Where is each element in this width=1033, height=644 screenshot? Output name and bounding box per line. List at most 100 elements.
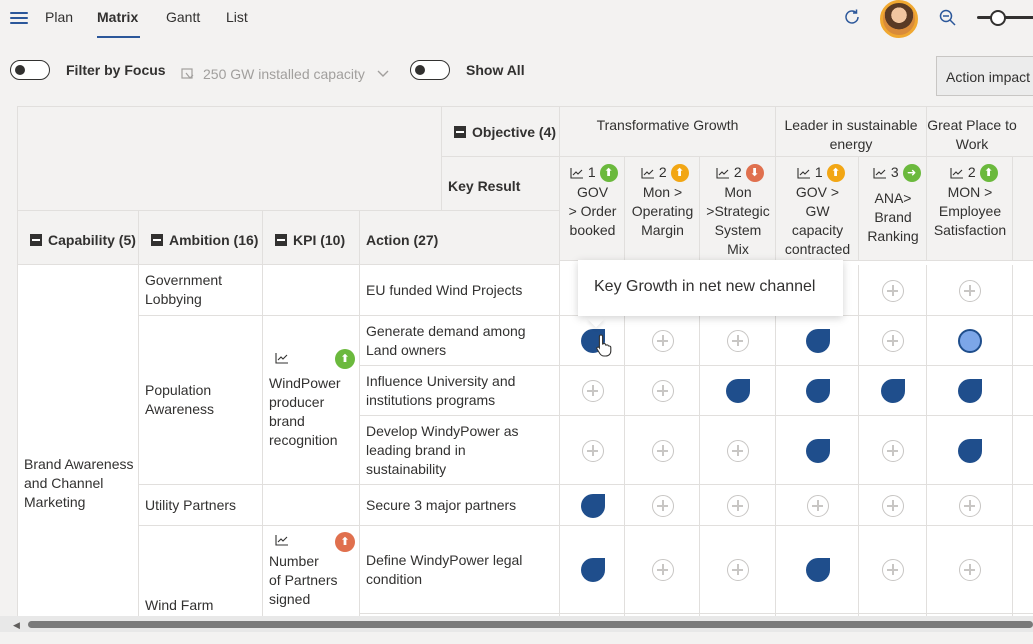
objective-header[interactable]: Objective (4): [442, 107, 560, 157]
matrix-cell[interactable]: [625, 485, 700, 526]
impact-marker-icon[interactable]: [806, 379, 830, 403]
matrix-cell[interactable]: [625, 316, 700, 366]
matrix-cell[interactable]: [1013, 366, 1033, 416]
add-link-icon[interactable]: [727, 440, 749, 462]
kpi-header[interactable]: KPI (10): [263, 211, 360, 265]
matrix-cell[interactable]: [776, 366, 859, 416]
matrix-cell[interactable]: [776, 416, 859, 485]
focus-select[interactable]: 250 GW installed capacity: [181, 66, 389, 82]
matrix-cell[interactable]: [560, 366, 625, 416]
add-link-icon[interactable]: [652, 380, 674, 402]
impact-marker-icon[interactable]: [806, 558, 830, 582]
horizontal-scrollbar[interactable]: ◀: [0, 616, 1033, 632]
add-link-icon[interactable]: [959, 280, 981, 302]
zoom-slider-thumb[interactable]: [990, 10, 1006, 26]
matrix-cell[interactable]: [700, 316, 776, 366]
ambition-cell[interactable]: Population Awareness: [139, 316, 263, 485]
matrix-cell[interactable]: [625, 614, 700, 616]
matrix-cell[interactable]: [776, 485, 859, 526]
capability-header[interactable]: Capability (5): [18, 211, 139, 265]
kpi-cell[interactable]: ⬆ WindPower producer brand recognition: [263, 316, 360, 485]
matrix-cell[interactable]: [1013, 265, 1033, 316]
add-link-icon[interactable]: [882, 440, 904, 462]
matrix-cell[interactable]: [859, 316, 927, 366]
capability-cell[interactable]: Brand Awareness and Channel Marketing: [18, 265, 139, 616]
matrix-cell[interactable]: [927, 526, 1013, 614]
tab-gantt[interactable]: Gantt: [166, 9, 201, 25]
action-cell[interactable]: Define WindyPower legal condition: [360, 526, 560, 614]
partial-impact-marker-icon[interactable]: [958, 329, 982, 353]
matrix-cell[interactable]: [859, 366, 927, 416]
matrix-cell[interactable]: [1013, 526, 1033, 614]
add-link-icon[interactable]: [882, 330, 904, 352]
ambition-cell[interactable]: Utility Partners: [139, 485, 263, 526]
refresh-icon[interactable]: [842, 7, 862, 27]
matrix-cell[interactable]: [560, 526, 625, 614]
action-cell[interactable]: Generate demand among Land owners: [360, 316, 560, 366]
key-result-column[interactable]: 3 ➜ ANA> Brand Ranking: [859, 157, 927, 261]
matrix-cell[interactable]: [560, 614, 625, 616]
key-result-column[interactable]: 2 ⬆ MON > Employee Satisfaction: [927, 157, 1013, 261]
matrix-cell[interactable]: [859, 526, 927, 614]
matrix-cell[interactable]: [776, 316, 859, 366]
matrix-cell[interactable]: [927, 366, 1013, 416]
impact-marker-icon[interactable]: [581, 558, 605, 582]
matrix-cell[interactable]: [927, 416, 1013, 485]
add-link-icon[interactable]: [652, 330, 674, 352]
add-link-icon[interactable]: [652, 495, 674, 517]
ambition-header[interactable]: Ambition (16): [139, 211, 263, 265]
hamburger-icon[interactable]: [10, 12, 28, 24]
matrix-cell[interactable]: [927, 316, 1013, 366]
impact-marker-icon[interactable]: [958, 439, 982, 463]
tab-plan[interactable]: Plan: [45, 9, 74, 25]
matrix-cell[interactable]: [560, 485, 625, 526]
ambition-cell[interactable]: Government Lobbying: [139, 265, 263, 316]
matrix-cell[interactable]: [927, 485, 1013, 526]
matrix-cell[interactable]: [700, 366, 776, 416]
matrix-cell[interactable]: [1013, 614, 1033, 616]
matrix-cell[interactable]: [625, 416, 700, 485]
matrix-cell[interactable]: [927, 265, 1013, 316]
add-link-icon[interactable]: [582, 380, 604, 402]
zoom-out-icon[interactable]: [938, 8, 958, 28]
add-link-icon[interactable]: [582, 440, 604, 462]
add-link-icon[interactable]: [959, 495, 981, 517]
filter-by-focus-toggle[interactable]: [10, 60, 50, 80]
add-link-icon[interactable]: [652, 559, 674, 581]
key-result-column[interactable]: 2 ⬆ Mon > Operating Margin: [625, 157, 700, 261]
collapse-icon[interactable]: [30, 234, 42, 246]
add-link-icon[interactable]: [727, 330, 749, 352]
action-cell[interactable]: Develop WindyPower as leading brand in s…: [360, 416, 560, 485]
add-link-icon[interactable]: [882, 495, 904, 517]
impact-marker-icon[interactable]: [806, 439, 830, 463]
scroll-left-icon[interactable]: ◀: [13, 620, 20, 630]
matrix-cell[interactable]: [625, 366, 700, 416]
impact-marker-icon[interactable]: [958, 379, 982, 403]
ambition-cell[interactable]: Wind Farm: [139, 526, 263, 616]
matrix-cell[interactable]: [859, 416, 927, 485]
add-link-icon[interactable]: [652, 440, 674, 462]
matrix-cell[interactable]: [700, 485, 776, 526]
add-link-icon[interactable]: [882, 280, 904, 302]
matrix-cell[interactable]: [776, 526, 859, 614]
add-link-icon[interactable]: [727, 495, 749, 517]
impact-marker-icon[interactable]: [806, 329, 830, 353]
matrix-cell[interactable]: [1013, 416, 1033, 485]
add-link-icon[interactable]: [727, 559, 749, 581]
action-cell[interactable]: Secure 3 major partners: [360, 485, 560, 526]
show-all-toggle[interactable]: [410, 60, 450, 80]
collapse-icon[interactable]: [275, 234, 287, 246]
matrix-cell[interactable]: [776, 614, 859, 616]
matrix-cell[interactable]: [859, 614, 927, 616]
kpi-cell[interactable]: ⬆ Number of Partners signed: [263, 526, 360, 616]
collapse-icon[interactable]: [454, 126, 466, 138]
action-impact-button[interactable]: Action impact: [936, 56, 1033, 96]
matrix-cell[interactable]: [700, 526, 776, 614]
action-cell[interactable]: Influence University and institutions pr…: [360, 366, 560, 416]
add-link-icon[interactable]: [959, 559, 981, 581]
collapse-icon[interactable]: [151, 234, 163, 246]
key-result-column[interactable]: 1 ⬆ GOV > GW capacity contracted: [776, 157, 859, 261]
matrix-cell[interactable]: [700, 416, 776, 485]
matrix-cell[interactable]: [859, 265, 927, 316]
action-cell[interactable]: EU funded Wind Projects: [360, 265, 560, 316]
